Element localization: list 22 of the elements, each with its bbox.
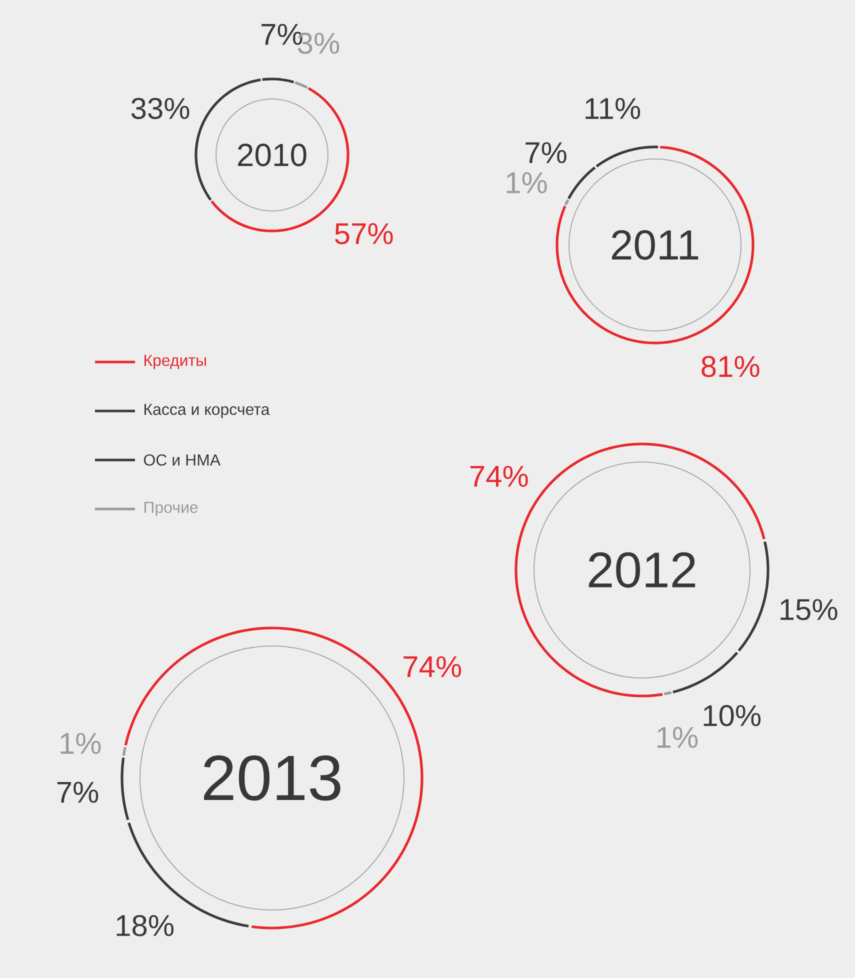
text: 2012 [588, 552, 696, 588]
legend-label: Касса и корсчета [144, 404, 270, 418]
data-label: 15% [780, 599, 838, 620]
legend-label: Прочие [144, 502, 198, 516]
data-label: 81% [702, 356, 760, 378]
data-label: 11% [586, 98, 640, 120]
text: 2013 [204, 755, 340, 801]
data-label: 74% [470, 466, 528, 487]
data-label: 1% [60, 732, 101, 754]
legend-label: Кредиты [144, 354, 206, 370]
text: 2010 [238, 144, 306, 166]
data-label: 18% [116, 914, 174, 936]
data-label: 57% [335, 223, 393, 244]
data-label: 10% [704, 705, 761, 726]
data-label: 33% [131, 98, 190, 120]
data-label: 74% [404, 656, 462, 678]
data-label: 1% [506, 172, 547, 194]
legend-label: ОС и НМА [144, 454, 221, 466]
data-label: 7% [526, 142, 566, 164]
text: 2011 [612, 230, 698, 260]
data-label: 1% [658, 726, 698, 748]
data-label: 7% [57, 782, 98, 803]
